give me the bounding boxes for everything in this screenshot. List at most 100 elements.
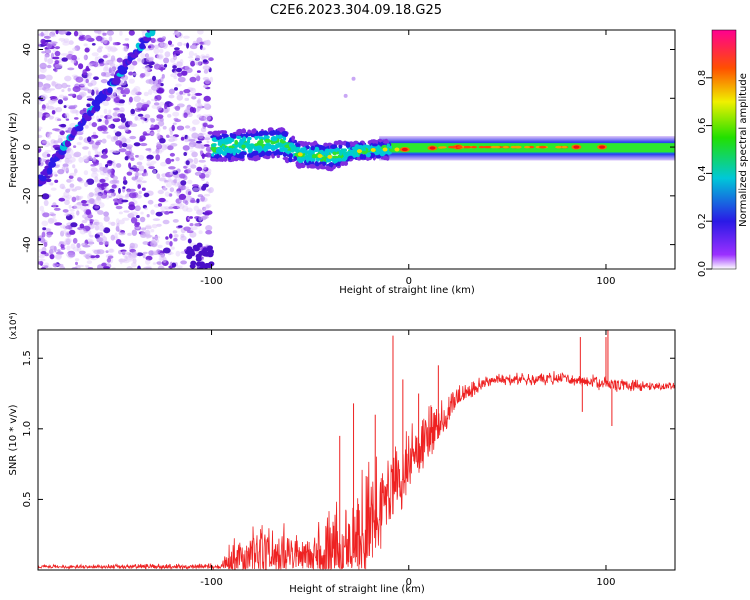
- noise-blob: [178, 193, 187, 200]
- noise-blob: [111, 116, 119, 120]
- spectrogram-xlabel: Height of straight line (km): [339, 285, 475, 296]
- noise-blob: [86, 72, 93, 77]
- noise-blob: [203, 263, 210, 268]
- noise-blob: [110, 94, 117, 99]
- noise-blob: [84, 47, 90, 53]
- noise-blob: [124, 127, 129, 132]
- noise-blob: [50, 187, 57, 191]
- noise-blob: [84, 264, 90, 268]
- noise-blob: [129, 211, 138, 217]
- signal-band-blob: [251, 129, 256, 134]
- noise-blob: [109, 60, 114, 66]
- noise-blob: [162, 42, 168, 49]
- signal-band-blob: [247, 153, 255, 158]
- noise-blob: [208, 261, 215, 267]
- noise-blob: [179, 199, 183, 203]
- signal-streak: [456, 145, 463, 149]
- noise-blob: [102, 131, 109, 134]
- noise-blob: [95, 141, 101, 146]
- noise-blob: [115, 239, 122, 245]
- snr-multiplier: (x10⁴): [9, 312, 19, 339]
- noise-blob: [71, 205, 78, 209]
- noise-blob: [156, 142, 162, 146]
- noise-blob: [78, 195, 84, 199]
- signal-band-blob: [264, 138, 271, 143]
- signal-band-blob: [382, 155, 389, 161]
- noise-blob: [172, 111, 180, 117]
- noise-blob: [78, 136, 84, 141]
- noise-blob: [157, 79, 162, 85]
- noise-blob: [199, 150, 204, 154]
- noise-blob: [83, 170, 89, 176]
- noise-blob: [194, 92, 203, 96]
- noise-blob: [205, 39, 211, 46]
- noise-blob: [103, 240, 110, 245]
- noise-blob: [65, 188, 71, 193]
- noise-blob: [121, 250, 129, 254]
- noise-blob: [96, 232, 103, 235]
- noise-blob: [74, 117, 79, 120]
- signal-streak: [513, 145, 520, 149]
- colorbar-label: Normalized spectral amplitude: [738, 73, 749, 227]
- noise-blob: [113, 150, 120, 154]
- noise-blob: [98, 151, 102, 158]
- signal-peak: [401, 147, 408, 152]
- noise-blob: [65, 238, 71, 245]
- noise-blob: [136, 215, 140, 219]
- signal-band-blob: [291, 137, 295, 142]
- noise-blob: [134, 222, 140, 228]
- noise-blob: [125, 150, 132, 156]
- noise-blob: [113, 162, 117, 169]
- outlier-point: [351, 76, 356, 81]
- noise-blob: [156, 53, 164, 60]
- noise-blob: [196, 100, 200, 104]
- y-tick-label: 1.5: [22, 350, 33, 366]
- noise-blob: [162, 219, 170, 225]
- noise-blob: [200, 195, 205, 202]
- noise-blob: [64, 213, 70, 217]
- noise-blob: [105, 187, 110, 192]
- noise-blob: [164, 179, 169, 183]
- noise-blob: [195, 107, 200, 113]
- noise-blob: [206, 124, 214, 129]
- spectrogram-ticks: -100 0 100 -40 -20 0 20 40: [22, 30, 675, 287]
- noise-blob: [52, 202, 57, 208]
- noise-blob: [104, 114, 113, 120]
- signal-band-blob: [225, 147, 231, 153]
- noise-blob: [84, 181, 89, 187]
- noise-blob: [57, 249, 61, 252]
- noise-blob: [181, 70, 188, 76]
- noise-blob: [108, 109, 112, 114]
- noise-blob: [43, 241, 48, 248]
- noise-blob: [185, 186, 189, 190]
- noise-blob: [79, 82, 86, 87]
- noise-blob: [152, 218, 161, 222]
- noise-blob: [175, 250, 181, 257]
- signal-band-blob: [300, 141, 306, 147]
- noise-blob: [189, 127, 197, 132]
- noise-blob: [180, 235, 187, 241]
- noise-blob: [70, 59, 77, 64]
- signal-band-blob: [260, 138, 264, 144]
- noise-blob: [158, 120, 165, 127]
- noise-blob: [150, 160, 157, 164]
- noise-blob: [131, 229, 138, 236]
- noise-blob: [168, 211, 174, 214]
- noise-blob: [110, 234, 116, 241]
- noise-blob: [174, 87, 178, 91]
- noise-blob: [146, 158, 151, 162]
- noise-blob: [187, 56, 194, 59]
- noise-blob: [64, 237, 72, 244]
- noise-blob: [202, 65, 211, 71]
- noise-blob: [49, 218, 57, 223]
- noise-blob: [102, 66, 109, 73]
- noise-blob: [116, 88, 121, 93]
- noise-blob: [77, 176, 82, 182]
- noise-blob: [203, 69, 209, 74]
- noise-blob: [163, 43, 168, 47]
- colorbar-ticks: 0.0 0.2 0.4 0.6 0.8: [697, 70, 712, 277]
- x-tick-label: -100: [200, 276, 223, 287]
- noise-blob: [95, 89, 99, 96]
- noise-blob: [94, 30, 100, 34]
- y-tick-label: 0.5: [22, 491, 33, 507]
